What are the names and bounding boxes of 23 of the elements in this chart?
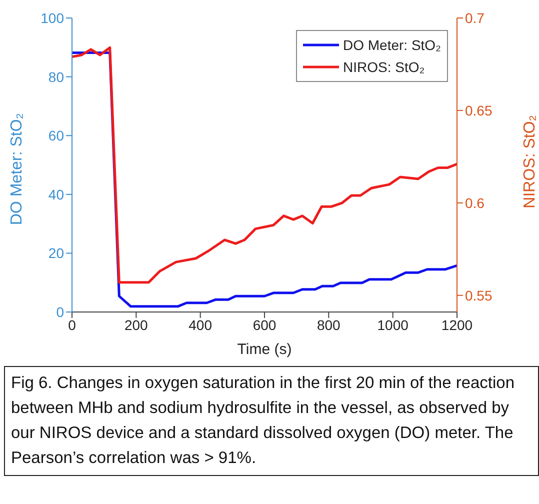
x-tick-label: 600 — [252, 316, 276, 333]
y2-tick-label: 0.7 — [465, 10, 485, 26]
y2-axis-title: NIROS: StO₂ — [522, 115, 539, 208]
x-tick-label: 400 — [188, 316, 212, 333]
y-tick-label: 80 — [48, 68, 64, 85]
y2-tick-label: 0.6 — [465, 194, 485, 211]
y-axis-title: DO Meter: StO₂ — [8, 112, 26, 225]
x-tick-label: 200 — [124, 316, 148, 333]
y2-tick-label: 0.55 — [465, 287, 492, 304]
caption: Fig 6. Changes in oxygen saturation in the first 20 min of the reaction between MHb and sodium hydrosulfite in the vessel, as observed by our NIROS device and a standard dissolved oxygen (DO) meter. The Pearson’s correlation was > 91%. — [11, 373, 516, 469]
y-tick-label: 60 — [48, 128, 64, 144]
x-tick-label: 0 — [68, 316, 76, 333]
x-tick-label: 1200 — [441, 316, 473, 333]
x-tick-label: 1000 — [377, 316, 409, 333]
legend-label: NIROS: StO₂ — [342, 59, 425, 75]
y-tick-label: 40 — [48, 186, 64, 202]
y-tick-label: 0 — [56, 304, 64, 320]
y2-tick-label: 0.65 — [465, 102, 492, 118]
legend-label: DO Meter: StO₂ — [342, 37, 441, 53]
x-tick-label: 800 — [316, 316, 341, 333]
y-tick-label: 100 — [40, 10, 64, 26]
y-tick-label: 20 — [48, 245, 64, 262]
x-axis-title: Time (s) — [237, 341, 292, 358]
